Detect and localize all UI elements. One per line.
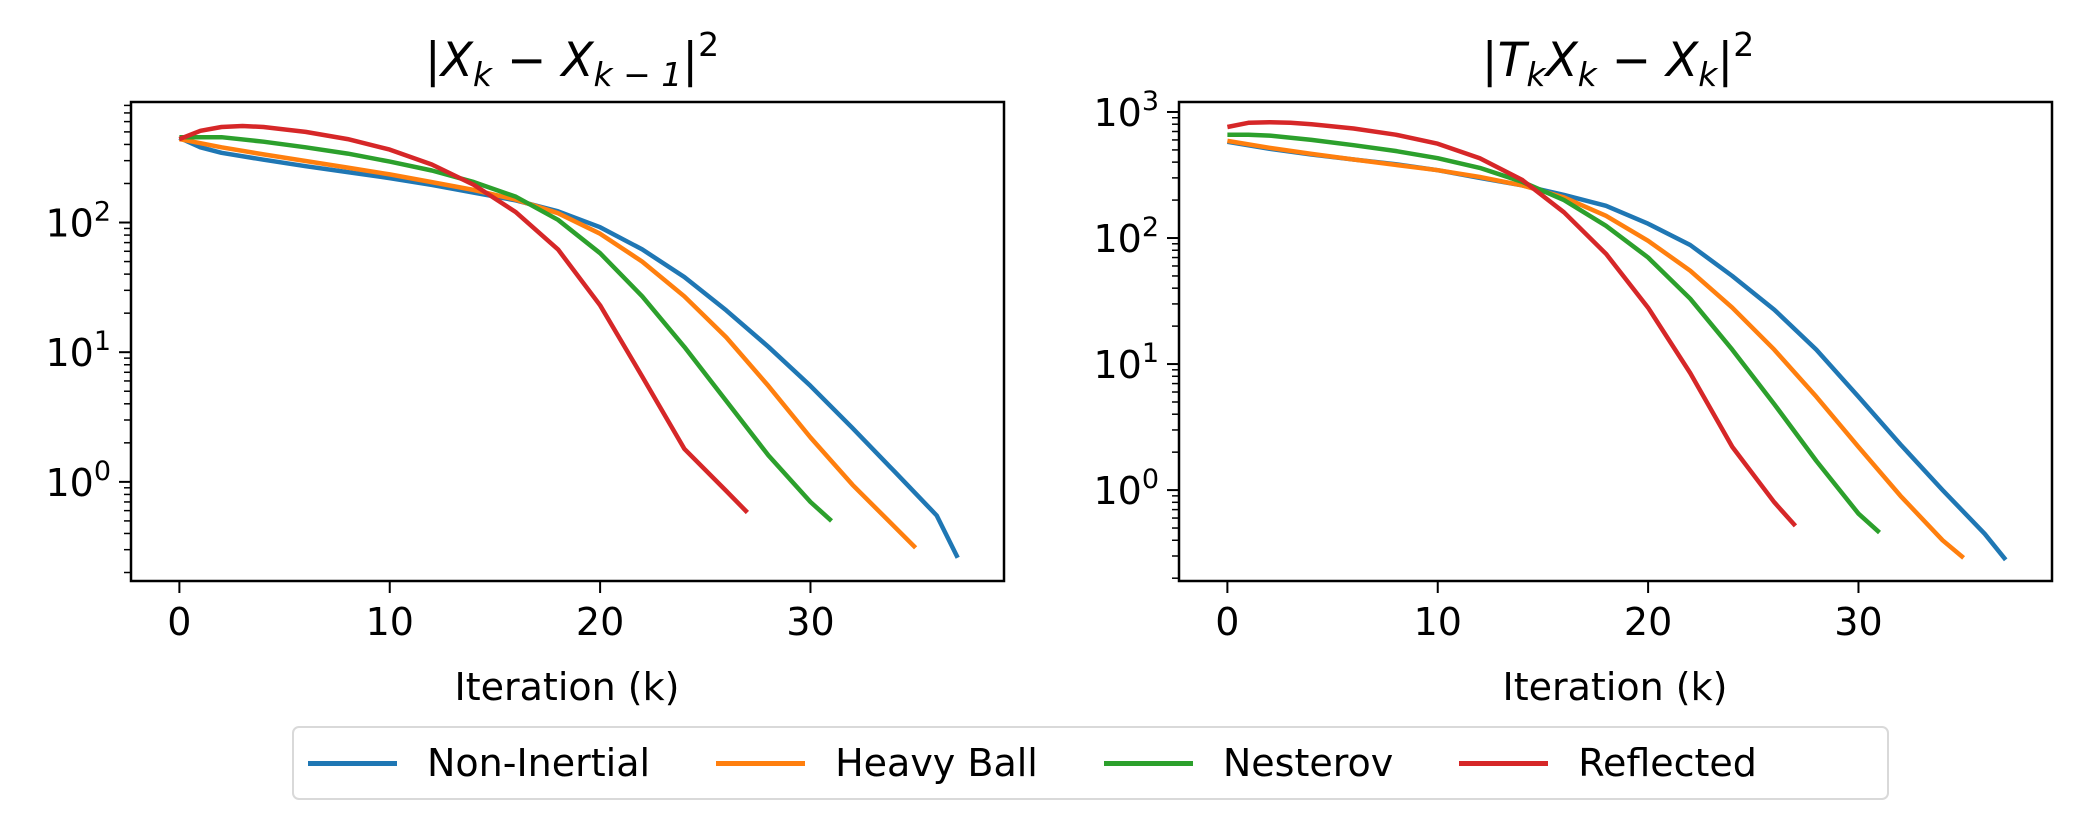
xlabel-left: Iteration (k) [455,665,680,709]
y-tick-label-right: 100 [1093,464,1159,513]
ticks-right: 0 10 20 30 100 101 102 103 [1093,86,1882,644]
legend-swatch-reflected [1459,760,1549,766]
x-tick-label-right: 20 [1624,600,1672,644]
legend-label-non-inertial: Non-Inertial [427,741,651,785]
x-tick-label-left: 20 [576,600,624,644]
x-tick-label-right: 0 [1215,600,1239,644]
title-left: |Xk − Xk − 1|2 [425,25,719,94]
x-tick-label-right: 30 [1834,600,1882,644]
series-line-non-inertial-right [1227,139,2008,562]
series-line-heavy-ball-left [178,136,918,550]
legend: Non-Inertial Heavy Ball Nesterov Reflect… [292,726,1889,800]
legend-label-reflected: Reflected [1578,741,1757,785]
legend-entry-heavy-ball: Heavy Ball [716,741,1038,785]
legend-swatch-non-inertial [308,760,397,766]
y-tick-label-left: 102 [45,197,111,246]
legend-entry-non-inertial: Non-Inertial [308,741,650,785]
y-tick-label-left: 101 [45,326,111,375]
legend-swatch-nesterov [1103,760,1193,766]
x-tick-label-left: 30 [786,600,834,644]
series-lines-right [1226,119,2008,562]
series-line-heavy-ball-right [1227,138,1966,560]
legend-swatch-heavy-ball [716,760,806,766]
legend-entry-reflected: Reflected [1459,741,1757,785]
plot-frame-left [129,100,1006,583]
subplot-left: |Xk − Xk − 1|2 0 10 20 30 100 101 102 Iteratio… [45,25,1006,709]
xlabel-right: Iteration (k) [1503,665,1728,709]
x-tick-label-left: 0 [167,600,191,644]
series-lines-left [178,123,960,559]
plot-frame-right [1177,100,2054,583]
legend-label-heavy-ball: Heavy Ball [835,741,1038,785]
y-tick-label-right: 102 [1093,212,1159,261]
x-tick-label-left: 10 [366,600,414,644]
subplot-right: |TkXk − Xk|2 0 10 20 30 100 101 102 103 Iterati… [1093,25,2054,709]
ticks-left: 0 10 20 30 100 101 102 [45,104,835,644]
legend-entry-nesterov: Nesterov [1103,741,1394,785]
series-line-reflected-right [1226,119,1798,528]
title-right: |TkXk − Xk|2 [1482,25,1754,94]
y-tick-label-right: 103 [1093,86,1159,135]
legend-label-nesterov: Nesterov [1222,741,1394,785]
y-tick-label-right: 101 [1093,338,1159,387]
y-tick-label-left: 100 [45,456,111,505]
series-line-non-inertial-left [178,135,960,559]
series-line-nesterov-left [179,134,834,523]
series-line-nesterov-right [1227,132,1882,535]
series-line-reflected-left [178,123,750,515]
x-tick-label-right: 10 [1414,600,1462,644]
